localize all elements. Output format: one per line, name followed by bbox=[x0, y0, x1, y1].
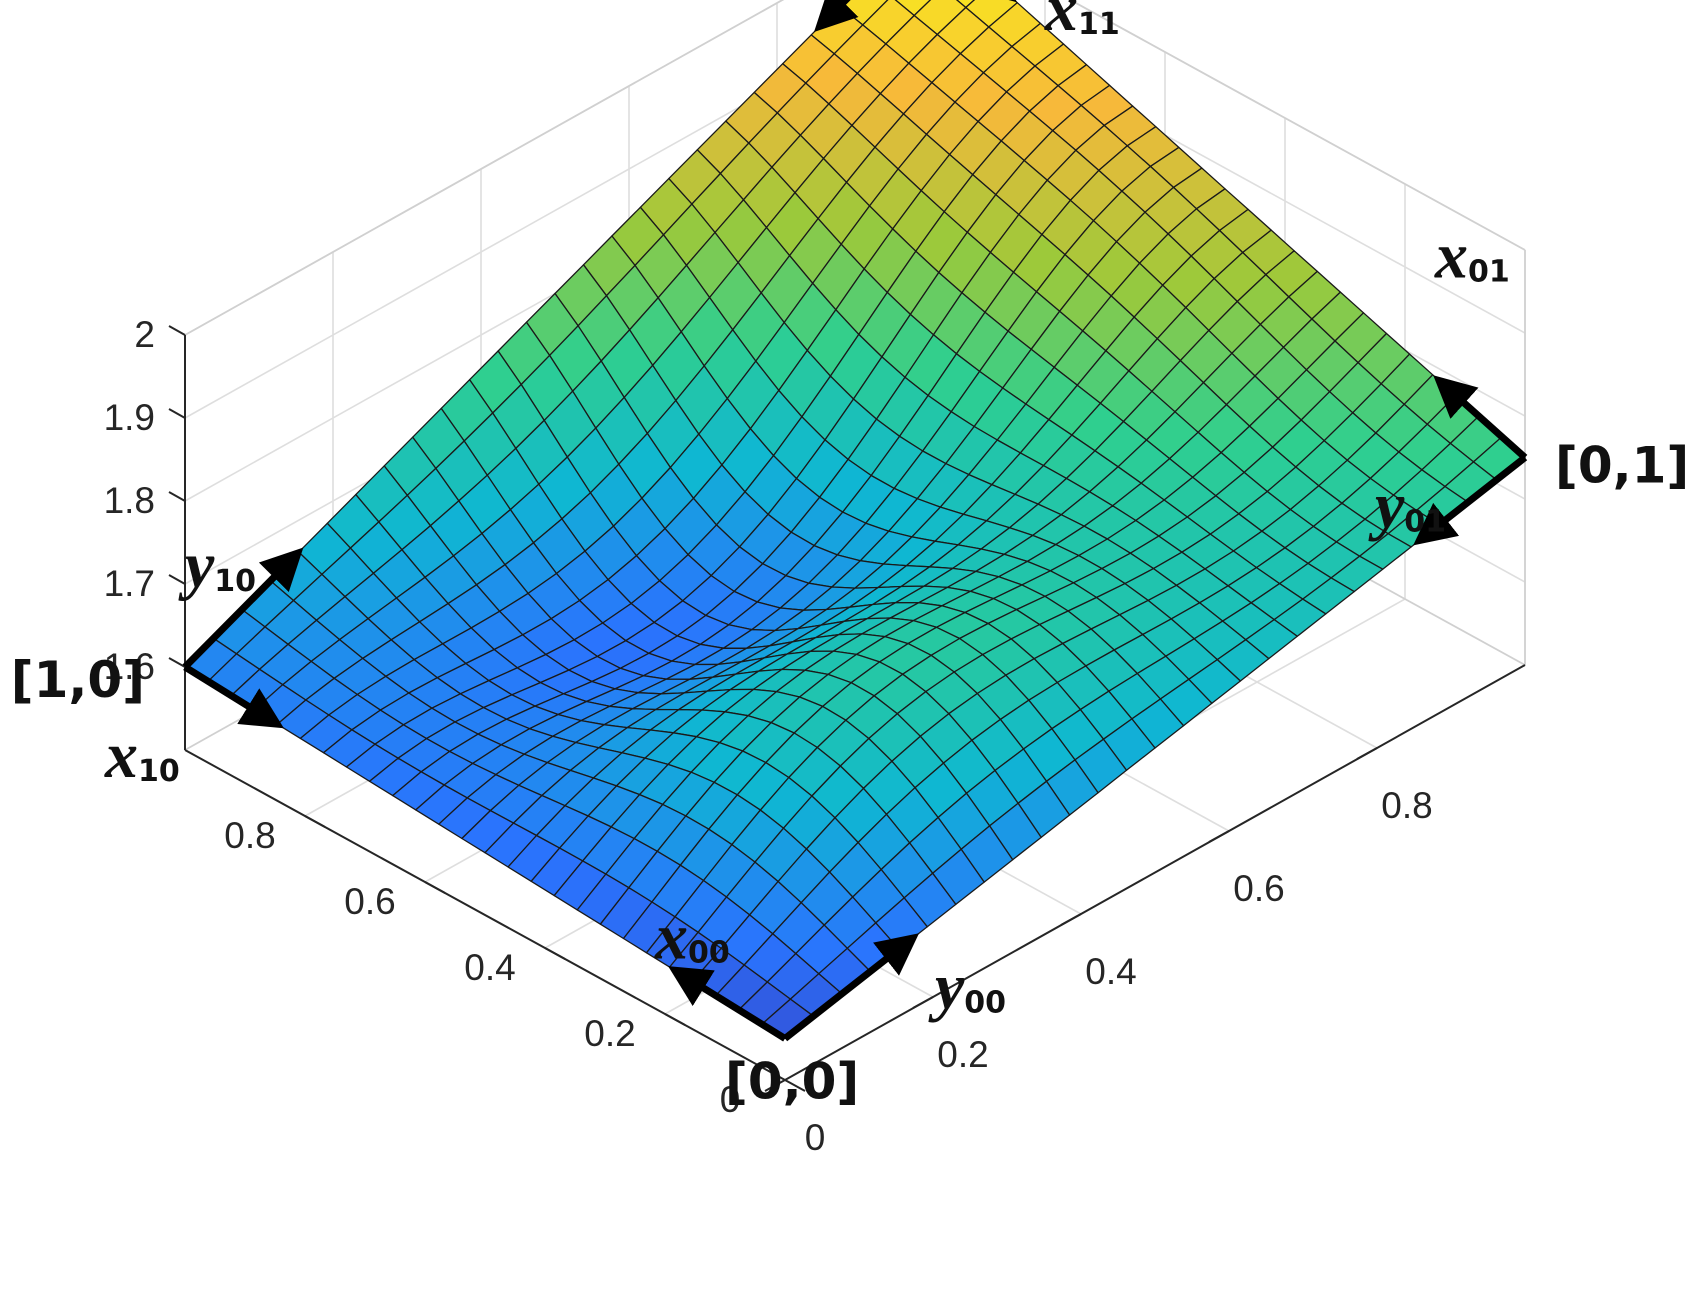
surface-cell-23-25 bbox=[955, 0, 976, 9]
tangent-sub-y10: 10 bbox=[214, 564, 256, 599]
z-tick-label-1: 1.7 bbox=[104, 563, 155, 604]
corner-label-01: [0,1] bbox=[1555, 437, 1688, 495]
arrow-y10 bbox=[182, 547, 304, 670]
z-tick-mark-1 bbox=[168, 574, 186, 585]
x-tick-mark-4 bbox=[304, 815, 326, 828]
x-tick-mark-2 bbox=[544, 947, 566, 960]
z-tick-label-3: 1.9 bbox=[104, 397, 155, 438]
z-tick-mark-3 bbox=[168, 408, 186, 419]
x-tick-label-2: 0.4 bbox=[464, 947, 515, 988]
y-tick-label-1: 0.2 bbox=[937, 1034, 988, 1075]
tangent-label-x11: x11 bbox=[1044, 0, 1120, 45]
x-tick-mark-1 bbox=[664, 1013, 686, 1026]
arrow-x10 bbox=[183, 664, 284, 729]
z-tick-label-4: 2 bbox=[134, 314, 155, 355]
arrow-y11 bbox=[814, 0, 859, 33]
y-tick-mark-3 bbox=[1208, 830, 1230, 843]
x-tick-mark-0 bbox=[784, 1079, 806, 1092]
tangent-base-x10: x bbox=[104, 719, 138, 792]
tangent-base-x11: x bbox=[1044, 0, 1078, 45]
tangent-label-x00: x00 bbox=[654, 901, 730, 974]
annotations: [0,0][1,0][1,1][0,1]x00y00x10y10x11y11x0… bbox=[11, 0, 1688, 1111]
box-edge-1 bbox=[184, 0, 785, 336]
y-tick-label-3: 0.6 bbox=[1233, 868, 1284, 909]
tangent-base-y01: y bbox=[1368, 470, 1405, 543]
z-tick-label-0: 1.6 bbox=[104, 646, 155, 687]
z-tick-label-2: 1.8 bbox=[104, 480, 155, 521]
y-tick-label-4: 0.8 bbox=[1381, 785, 1432, 826]
tangent-sub-x11: 11 bbox=[1078, 7, 1120, 42]
arrow-y00 bbox=[782, 933, 920, 1042]
arrow-x01 bbox=[1433, 375, 1528, 461]
tangent-label-x01: x01 bbox=[1434, 220, 1510, 293]
y-axis-line bbox=[784, 664, 1526, 1081]
tangent-sub-x00: 00 bbox=[688, 936, 730, 971]
x-tick-mark-3 bbox=[424, 881, 446, 894]
box-edge-2 bbox=[1068, 0, 1526, 251]
arrow-x00 bbox=[668, 966, 787, 1042]
tangent-label-y00: y00 bbox=[928, 951, 1006, 1024]
surface-mesh bbox=[184, 0, 1526, 1040]
tangent-base-y00: y bbox=[928, 951, 965, 1024]
axes: 0 0.2 0.4 0.6 0.8 0 0.2 0.4 0.6 0.8 1.6 1.7 1.8 1.9 2 bbox=[104, 314, 1526, 1158]
tangent-arrows bbox=[182, 0, 1528, 1042]
tangent-label-y10: y10 bbox=[178, 529, 256, 602]
x-tick-label-0: 0 bbox=[720, 1079, 741, 1120]
tangent-label-x10: x10 bbox=[104, 719, 180, 792]
tangent-label-y01: y01 bbox=[1368, 470, 1446, 543]
y-tick-mark-1 bbox=[912, 996, 934, 1009]
x-tick-label-4: 0.8 bbox=[224, 815, 275, 856]
tangent-base-x00: x bbox=[654, 901, 688, 974]
y-tick-label-0: 0 bbox=[805, 1117, 826, 1158]
tangent-base-x01: x bbox=[1434, 220, 1468, 293]
corner-label-10: [1,0] bbox=[11, 651, 145, 709]
arrow-y01 bbox=[1413, 454, 1528, 546]
y-tick-label-2: 0.4 bbox=[1085, 951, 1136, 992]
x-tick-label-3: 0.6 bbox=[344, 881, 395, 922]
y-tick-mark-0 bbox=[764, 1079, 786, 1092]
tangent-sub-y00: 00 bbox=[964, 986, 1006, 1021]
x-tick-label-1: 0.2 bbox=[584, 1013, 635, 1054]
y-tick-mark-2 bbox=[1060, 913, 1082, 926]
z-tick-mark-0 bbox=[168, 657, 186, 668]
corner-label-00: [0,0] bbox=[725, 1053, 859, 1111]
z-tick-mark-4 bbox=[168, 325, 186, 336]
tangent-base-y10: y bbox=[178, 529, 215, 602]
tangent-sub-y01: 01 bbox=[1404, 505, 1446, 540]
tangent-sub-x01: 01 bbox=[1468, 255, 1510, 290]
y-tick-mark-4 bbox=[1356, 747, 1378, 760]
z-tick-mark-2 bbox=[168, 491, 186, 502]
tangent-sub-x10: 10 bbox=[138, 754, 180, 789]
